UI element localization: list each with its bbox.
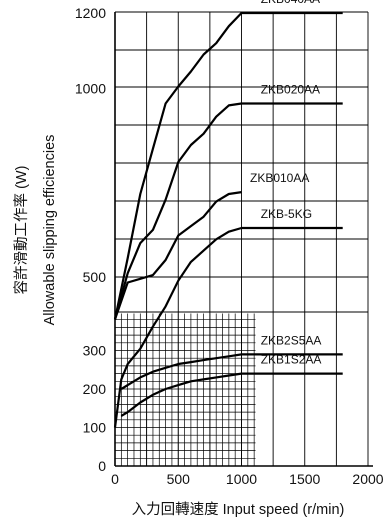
series-labels: ZKB040AA ZKB020AA ZKB010AA ZKB-5KG ZKB2S5AA Z… <box>250 0 321 367</box>
y-tick-label: 100 <box>83 420 107 436</box>
y-tick-label: 300 <box>83 343 107 359</box>
y-tick-label: 200 <box>83 381 107 397</box>
y-tick-label: 500 <box>83 269 107 285</box>
dense-grid <box>115 311 256 467</box>
x-tick-label: 1000 <box>226 471 257 487</box>
series-lines <box>113 11 343 428</box>
series-label: ZKB1S2AA <box>261 353 322 367</box>
series-label: ZKB2S5AA <box>261 333 322 347</box>
x-tick-label: 0 <box>111 471 119 487</box>
series-label: ZKB020AA <box>261 83 320 97</box>
y-tick-label: 1200 <box>75 5 106 21</box>
series-label: ZKB040AA <box>261 0 320 6</box>
y-tick-labels: 0 100 200 300 500 1000 1200 <box>75 5 106 474</box>
y-tick-label: 0 <box>98 458 106 474</box>
x-axis-title: 入力回轉速度 Input speed (r/min) <box>132 501 345 518</box>
series-line <box>113 102 343 320</box>
y-tick-label: 1000 <box>75 80 106 96</box>
x-tick-label: 500 <box>167 471 191 487</box>
series-label: ZKB010AA <box>250 171 309 185</box>
y-axis-title: 容許滑動工作率 (W) <box>13 166 30 295</box>
series-line <box>113 226 343 428</box>
series-label: ZKB-5KG <box>261 207 312 221</box>
x-tick-labels: 0 500 1000 1500 2000 <box>111 471 384 487</box>
series-line <box>113 11 343 320</box>
x-tick-label: 2000 <box>352 471 383 487</box>
series-line <box>113 191 242 320</box>
x-tick-label: 1500 <box>289 471 320 487</box>
major-grid <box>115 11 369 466</box>
series-line <box>120 353 343 390</box>
y-axis-title-en: Allowable slipping efficiencies <box>42 135 58 326</box>
series-line <box>120 372 343 417</box>
